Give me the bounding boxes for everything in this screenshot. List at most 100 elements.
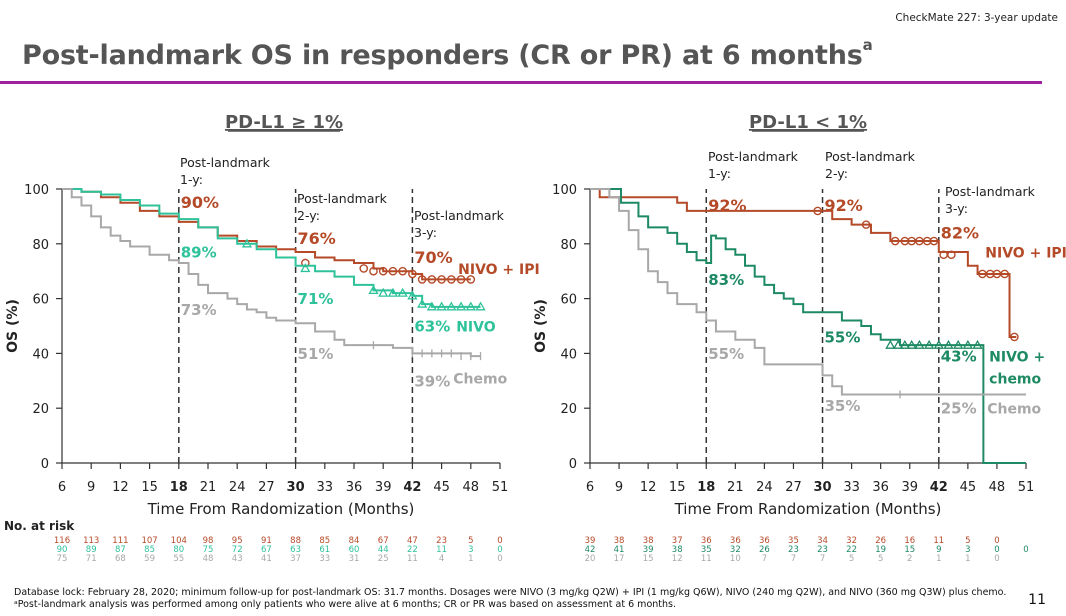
y-tick-label: 80	[32, 238, 49, 253]
risk-count: 61	[319, 545, 330, 555]
risk-count: 3	[965, 545, 970, 555]
series-line	[62, 188, 471, 281]
risk-count: 38	[643, 536, 654, 546]
censor-mark	[923, 339, 935, 349]
series-line	[590, 188, 1026, 464]
risk-count: 20	[585, 554, 596, 564]
risk-count: 32	[846, 536, 857, 546]
title-rule	[0, 81, 1042, 84]
risk-count: 98	[203, 536, 214, 546]
risk-count: 71	[86, 554, 97, 564]
landmark-header: 2-y:	[297, 208, 320, 223]
landmark-value-label: 92%	[708, 196, 746, 215]
series-nivo	[62, 188, 486, 311]
censor-mark	[407, 290, 418, 300]
y-axis-label: OS (%)	[533, 299, 549, 353]
risk-count: 41	[614, 545, 625, 555]
risk-count: 5	[849, 554, 854, 564]
landmark-header: 1-y:	[708, 166, 731, 181]
x-tick-label: 15	[141, 480, 158, 495]
risk-count: 84	[349, 536, 360, 546]
y-tick-label: 40	[560, 347, 577, 362]
risk-count: 0	[994, 554, 999, 564]
x-tick-label: 6	[586, 480, 594, 495]
censor-mark	[1000, 269, 1009, 279]
risk-count: 48	[203, 554, 214, 564]
censor-mark	[885, 339, 896, 349]
risk-count: 104	[171, 536, 187, 546]
risk-table-label: No. at risk	[4, 519, 75, 533]
risk-count: 10	[730, 554, 741, 564]
x-tick-label: 18	[170, 480, 188, 495]
x-tick-label: 12	[112, 480, 129, 495]
risk-count: 11	[933, 536, 944, 546]
landmark-header: Post-landmark	[180, 155, 271, 170]
risk-count: 91	[261, 536, 272, 546]
censor-mark	[465, 301, 476, 311]
x-tick-label: 39	[375, 480, 392, 495]
series-name-label: chemo	[989, 372, 1041, 388]
censor-mark	[417, 275, 427, 284]
series-nivo-chemo	[590, 188, 1026, 464]
header-tag: CheckMate 227: 3-year update	[895, 12, 1058, 24]
risk-count: 9	[936, 545, 941, 555]
landmark-header: Post-landmark	[708, 149, 799, 164]
risk-count: 3	[468, 545, 473, 555]
series-name-label: NIVO +	[989, 350, 1045, 366]
risk-count: 23	[817, 545, 828, 555]
risk-count: 75	[57, 554, 68, 564]
censor-mark	[466, 275, 476, 284]
censor-mark	[388, 266, 398, 276]
risk-count: 67	[378, 536, 389, 546]
censor-mark	[446, 301, 457, 311]
x-tick-label: 30	[287, 480, 305, 495]
risk-count: 25	[378, 554, 389, 564]
series-line	[590, 188, 1017, 338]
landmark-value-label: 73%	[181, 301, 217, 319]
censor-mark	[437, 275, 446, 284]
risk-count: 19	[875, 545, 886, 555]
landmark-header: 2-y:	[825, 166, 848, 181]
landmark-value-label: 89%	[181, 244, 217, 262]
risk-count: 5	[965, 536, 970, 546]
risk-count: 0	[1023, 545, 1028, 555]
x-tick-label: 21	[727, 480, 744, 495]
landmark-value-label: 51%	[298, 345, 334, 363]
risk-count: 1	[965, 554, 970, 564]
risk-count: 26	[875, 536, 886, 546]
risk-count: 87	[115, 545, 126, 555]
censor-mark	[455, 301, 467, 311]
risk-count: 17	[614, 554, 625, 564]
y-axis-label: OS (%)	[5, 299, 21, 353]
landmark-value-label: 70%	[414, 248, 452, 267]
censor-mark	[368, 285, 379, 295]
censor-mark	[359, 264, 369, 273]
risk-count: 15	[643, 554, 654, 564]
censor-mark	[427, 275, 437, 284]
risk-count: 35	[701, 545, 712, 555]
risk-count: 55	[173, 554, 184, 564]
series-chemo	[590, 188, 1026, 399]
landmark-value-label: 35%	[824, 397, 860, 415]
landmark-value-label: 82%	[941, 223, 979, 242]
risk-count: 0	[497, 545, 502, 555]
x-tick-label: 33	[843, 480, 860, 495]
risk-count: 2	[907, 554, 912, 564]
risk-count: 36	[730, 536, 741, 546]
x-tick-label: 33	[317, 480, 334, 495]
censor-mark	[906, 339, 917, 349]
risk-count: 12	[672, 554, 683, 564]
risk-count: 7	[791, 554, 796, 564]
censor-mark	[914, 339, 925, 349]
risk-count: 37	[672, 536, 683, 546]
censor-mark	[417, 298, 428, 308]
x-tick-label: 42	[403, 480, 421, 495]
risk-count: 5	[468, 536, 473, 546]
censor-mark	[890, 236, 900, 246]
censor-mark	[1010, 332, 1019, 342]
x-tick-label: 39	[901, 480, 918, 495]
censor-mark	[408, 269, 417, 279]
x-tick-label: 18	[697, 480, 715, 495]
risk-count: 89	[86, 545, 97, 555]
risk-count: 88	[290, 536, 301, 546]
